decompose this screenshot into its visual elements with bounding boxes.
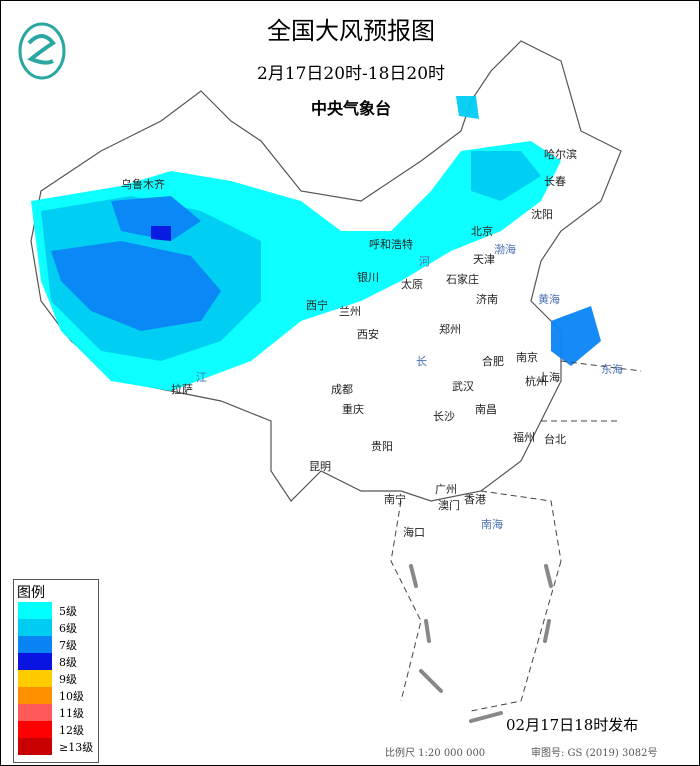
city-label: 广州 — [435, 483, 457, 496]
city-label: 成都 — [331, 383, 353, 396]
city-label: 兰州 — [339, 305, 361, 318]
city-label: 海口 — [403, 526, 425, 539]
legend-item: 7级 — [14, 636, 98, 653]
city-label: 北京 — [471, 225, 493, 238]
city-label: 西安 — [357, 328, 379, 341]
city-label: 呼和浩特 — [369, 238, 413, 251]
city-label: 郑州 — [439, 323, 461, 336]
legend-item: 12级 — [14, 721, 98, 738]
legend-label: 10级 — [59, 689, 84, 703]
legend-item: 8级 — [14, 653, 98, 670]
city-label: 福州 — [513, 431, 535, 444]
nine-dash-line — [409, 564, 553, 723]
legend-label: 9级 — [59, 672, 77, 686]
legend-item: 6级 — [14, 619, 98, 636]
city-label: 重庆 — [342, 403, 364, 416]
city-label: 武汉 — [452, 380, 474, 393]
legend-label: 8级 — [59, 655, 77, 669]
legend-item: ≥13级 — [14, 738, 98, 755]
city-label: 南昌 — [475, 403, 497, 416]
sea-label: 东海 — [601, 363, 623, 376]
legend-swatch — [18, 619, 52, 636]
boundary-lines — [390, 360, 642, 712]
city-label: 哈尔滨 — [544, 148, 577, 161]
map-scale: 比例尺 1:20 000 000 — [385, 748, 486, 759]
map-title: 全国大风预报图 — [267, 17, 435, 45]
legend-swatch — [18, 687, 52, 704]
city-label: 石家庄 — [446, 273, 479, 286]
city-label: 长春 — [544, 175, 566, 188]
city-label: 台北 — [544, 433, 566, 446]
river-label: 江 — [196, 371, 207, 384]
legend: 图例 5级 6级 7级 8级 9级 10级 11级 12级 ≥13级 — [13, 579, 99, 763]
legend-label: 5级 — [59, 604, 77, 618]
city-label: 南宁 — [384, 493, 406, 506]
legend-swatch — [18, 738, 52, 755]
city-label: 太原 — [401, 278, 423, 291]
legend-swatch — [18, 653, 52, 670]
city-label: 西宁 — [306, 299, 328, 312]
city-label: 长沙 — [433, 410, 455, 423]
legend-swatch — [18, 602, 52, 619]
issue-time: 02月17日18时发布 — [506, 716, 639, 734]
legend-label: 6级 — [59, 621, 77, 635]
city-label: 沈阳 — [531, 208, 553, 221]
city-label: 合肥 — [482, 355, 504, 368]
wind-areas — [31, 96, 601, 391]
legend-swatch — [18, 704, 52, 721]
legend-label: 11级 — [59, 706, 84, 720]
legend-title: 图例 — [17, 585, 45, 601]
city-label: 乌鲁木齐 — [121, 178, 165, 191]
city-label: 天津 — [473, 253, 495, 266]
city-label: 拉萨 — [171, 383, 193, 396]
legend-label: ≥13级 — [59, 740, 94, 754]
sea-label: 南海 — [481, 518, 503, 531]
legend-item: 9级 — [14, 670, 98, 687]
legend-item: 10级 — [14, 687, 98, 704]
city-label: 贵阳 — [371, 440, 393, 453]
city-label: 上海 — [538, 371, 560, 384]
city-label: 昆明 — [309, 460, 331, 473]
sea-label: 渤海 — [494, 243, 516, 256]
legend-item: 5级 — [14, 602, 98, 619]
legend-label: 12级 — [59, 723, 84, 737]
city-label: 南京 — [516, 351, 538, 364]
sea-label: 黄海 — [538, 293, 560, 306]
river-label: 河 — [419, 255, 430, 268]
city-label: 济南 — [476, 293, 498, 306]
cma-logo-icon — [18, 22, 66, 80]
legend-swatch — [18, 670, 52, 687]
legend-item: 11级 — [14, 704, 98, 721]
river-label: 长 — [416, 355, 427, 368]
city-label: 杭州 — [525, 375, 547, 388]
agency-name: 中央气象台 — [310, 99, 391, 118]
city-label: 银川 — [357, 271, 379, 284]
map-review-number: 审图号: GS (2019) 3082号 — [531, 748, 658, 759]
forecast-period: 2月17日20时-18日20时 — [256, 64, 446, 84]
legend-label: 7级 — [59, 638, 77, 652]
city-label: 香港 — [464, 493, 486, 506]
legend-swatch — [18, 721, 52, 738]
legend-swatch — [18, 636, 52, 653]
city-label: 澳门 — [438, 499, 460, 512]
